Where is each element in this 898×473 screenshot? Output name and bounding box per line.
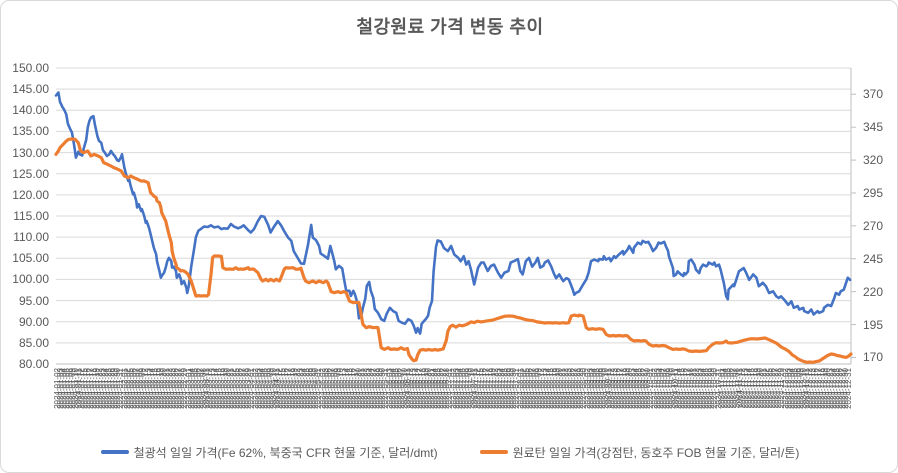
left-axis-tick-label: 95.00: [18, 293, 49, 308]
legend-item-coking-coal[interactable]: 원료탄 일일 가격(강점탄, 동호주 FOB 현물 기준, 달러/톤): [479, 444, 800, 461]
x-axis-date-label: 2024-12-31: [844, 368, 854, 409]
legend: 철광석 일일 가격(Fe 62%, 북중국 CFR 현물 기준, 달러/dmt)…: [1, 441, 897, 463]
left-axis-tick-label: 120.00: [12, 187, 49, 202]
left-axis-tick-label: 90.00: [18, 314, 49, 329]
right-axis-tick-label: 345: [863, 120, 884, 135]
right-axis-tick-label: 170: [863, 350, 884, 365]
left-axis-tick-label: 145.00: [12, 82, 49, 97]
iron-ore-legend-label: 철광석 일일 가격(Fe 62%, 북중국 CFR 현물 기준, 달러/dmt): [133, 445, 438, 460]
coking-coal-series-line: [54, 137, 853, 364]
left-axis-tick-label: 105.00: [12, 251, 49, 266]
right-axis-tick-label: 295: [863, 185, 884, 200]
left-axis-tick-label: 125.00: [12, 166, 49, 181]
right-axis-tick-label: 195: [863, 317, 884, 332]
chart-title: 철강원료 가격 변동 추이: [356, 17, 544, 37]
coking-coal-legend-line-icon: [479, 450, 508, 454]
left-axis-tick-label: 140.00: [12, 103, 49, 118]
right-axis-tick-label: 245: [863, 251, 884, 266]
right-axis-tick-label: 320: [863, 153, 884, 168]
left-axis-tick-label: 85.00: [18, 335, 49, 350]
left-axis-tick-label: 110.00: [13, 230, 49, 245]
left-axis-tick-label: 150.00: [12, 61, 49, 75]
left-axis-tick-label: 80.00: [18, 357, 49, 371]
right-axis-tick-label: 220: [863, 284, 884, 299]
left-axis-tick-label: 130.00: [12, 145, 49, 160]
iron-ore-series-line: [54, 91, 852, 335]
legend-item-iron-ore[interactable]: 철광석 일일 가격(Fe 62%, 북중국 CFR 현물 기준, 달러/dmt): [100, 444, 438, 461]
coking-coal-legend-label: 원료탄 일일 가격(강점탄, 동호주 FOB 현물 기준, 달러/톤): [512, 445, 800, 460]
left-axis-tick-label: 100.00: [12, 272, 49, 287]
iron-ore-legend-line-icon: [100, 450, 129, 454]
right-axis-tick-label: 270: [863, 218, 884, 233]
right-axis-tick-label: 370: [863, 87, 884, 102]
left-axis-tick-label: 135.00: [12, 124, 49, 139]
left-axis-tick-label: 115.00: [13, 209, 49, 223]
